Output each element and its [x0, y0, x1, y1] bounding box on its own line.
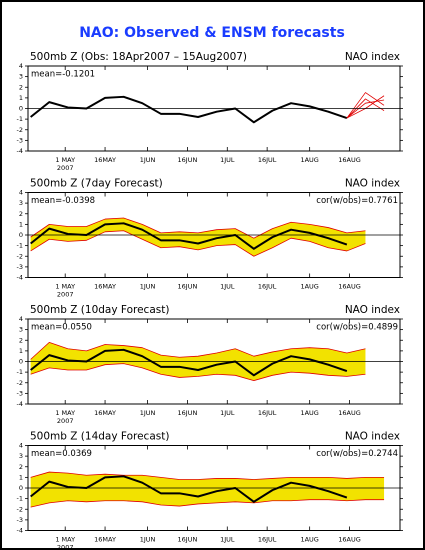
y-tick-label: -2	[17, 505, 23, 513]
y-tick-label: -1	[17, 368, 23, 376]
band-fill	[30, 218, 366, 257]
y-tick-label: -3	[17, 263, 23, 271]
cor-label: cor(w/obs)=0.7761	[316, 196, 398, 206]
y-tick-label: 2	[19, 83, 23, 91]
y-tick-label: 0	[19, 484, 23, 492]
band-edge	[30, 499, 385, 508]
x-tick-label: 1 MAY	[55, 156, 75, 164]
x-tick-label: 16MAY	[94, 536, 116, 544]
y-tick-label: 4	[19, 315, 23, 323]
x-tick-label: 16AUG	[338, 283, 361, 291]
panel-header-right: NAO index	[345, 431, 400, 443]
y-tick-label: -1	[17, 242, 23, 250]
y-tick-label: -4	[17, 527, 23, 535]
x-tick-label: 16JUN	[178, 409, 198, 417]
panel-header: 500mb Z (Obs: 18Apr2007 – 15Aug2007)	[30, 51, 247, 63]
x-tick-label: 1JUN	[140, 536, 156, 544]
mean-label: mean=-0.0398	[31, 196, 95, 206]
y-tick-label: -3	[17, 516, 23, 524]
band-edge	[30, 471, 385, 480]
x-tick-label: 1JUL	[220, 536, 235, 544]
y-tick-label: 0	[19, 231, 23, 239]
mean-label: mean=0.0369	[31, 449, 92, 459]
x-tick-label: 16AUG	[338, 409, 361, 417]
y-tick-label: 2	[19, 210, 23, 218]
mean-label: mean=0.0550	[31, 323, 92, 333]
y-tick-label: 1	[19, 347, 23, 355]
y-tick-label: 2	[19, 336, 23, 344]
x-tick-label: 16JUN	[178, 156, 198, 164]
mean-label: mean=-0.1201	[31, 70, 95, 80]
y-tick-label: 1	[19, 94, 23, 102]
x-tick-label: 1AUG	[300, 156, 318, 164]
x-tick-label: 16JUN	[178, 283, 198, 291]
year-label: 2007	[57, 291, 74, 299]
x-tick-label: 1JUL	[220, 409, 235, 417]
x-tick-label: 1JUL	[220, 156, 235, 164]
x-tick-label: 1JUN	[140, 409, 156, 417]
y-tick-label: -4	[17, 400, 23, 408]
y-tick-label: -2	[17, 252, 23, 260]
x-tick-label: 1AUG	[300, 536, 318, 544]
y-tick-label: 4	[19, 189, 23, 197]
x-tick-label: 1 MAY	[55, 283, 75, 291]
x-tick-label: 1AUG	[300, 283, 318, 291]
y-tick-label: 2	[19, 463, 23, 471]
y-tick-label: -4	[17, 274, 23, 282]
y-tick-label: 1	[19, 220, 23, 228]
y-tick-label: 3	[19, 452, 23, 460]
y-tick-label: 3	[19, 73, 23, 81]
series-line	[346, 98, 385, 119]
band-edge	[30, 341, 366, 360]
panel-header-right: NAO index	[345, 304, 400, 316]
x-tick-label: 16JUL	[258, 283, 277, 291]
y-tick-label: 1	[19, 473, 23, 481]
x-tick-label: 16MAY	[94, 156, 116, 164]
x-tick-label: 1 MAY	[55, 536, 75, 544]
band-edge	[30, 217, 366, 239]
panel-header: 500mb Z (10day Forecast)	[30, 304, 169, 316]
y-tick-label: 3	[19, 199, 23, 207]
panel-header-right: NAO index	[345, 51, 400, 63]
y-tick-label: 0	[19, 358, 23, 366]
x-tick-label: 16JUL	[258, 536, 277, 544]
y-tick-label: -4	[17, 147, 23, 155]
panel-header: 500mb Z (14day Forecast)	[30, 431, 169, 443]
x-tick-label: 1AUG	[300, 409, 318, 417]
x-tick-label: 1JUN	[140, 156, 156, 164]
year-label: 2007	[57, 417, 74, 425]
x-tick-label: 1 MAY	[55, 409, 75, 417]
y-tick-label: 4	[19, 62, 23, 70]
band-fill	[30, 472, 385, 508]
y-tick-label: 4	[19, 442, 23, 450]
x-tick-label: 16JUL	[258, 156, 277, 164]
y-tick-label: -1	[17, 495, 23, 503]
y-tick-label: -1	[17, 115, 23, 123]
x-tick-label: 16JUN	[178, 536, 198, 544]
cor-label: cor(w/obs)=0.2744	[316, 449, 398, 459]
series-line	[346, 92, 385, 119]
x-tick-label: 1JUL	[220, 283, 235, 291]
panel-header: 500mb Z (7day Forecast)	[30, 178, 163, 190]
y-tick-label: -2	[17, 126, 23, 134]
y-tick-label: -2	[17, 379, 23, 387]
year-label: 2007	[57, 544, 74, 550]
band-edge	[30, 230, 366, 257]
x-tick-label: 16MAY	[94, 409, 116, 417]
year-label: 2007	[57, 164, 74, 172]
panel-header-right: NAO index	[345, 178, 400, 190]
page-title: NAO: Observed & ENSM forecasts	[79, 25, 345, 41]
x-tick-label: 16AUG	[338, 156, 361, 164]
cor-label: cor(w/obs)=0.4899	[316, 323, 398, 333]
y-tick-label: -3	[17, 389, 23, 397]
x-tick-label: 16MAY	[94, 283, 116, 291]
y-tick-label: 3	[19, 326, 23, 334]
y-tick-label: 0	[19, 105, 23, 113]
x-tick-label: 16JUL	[258, 409, 277, 417]
y-tick-label: -3	[17, 136, 23, 144]
x-tick-label: 1JUN	[140, 283, 156, 291]
x-tick-label: 16AUG	[338, 536, 361, 544]
band-edge	[30, 363, 366, 382]
